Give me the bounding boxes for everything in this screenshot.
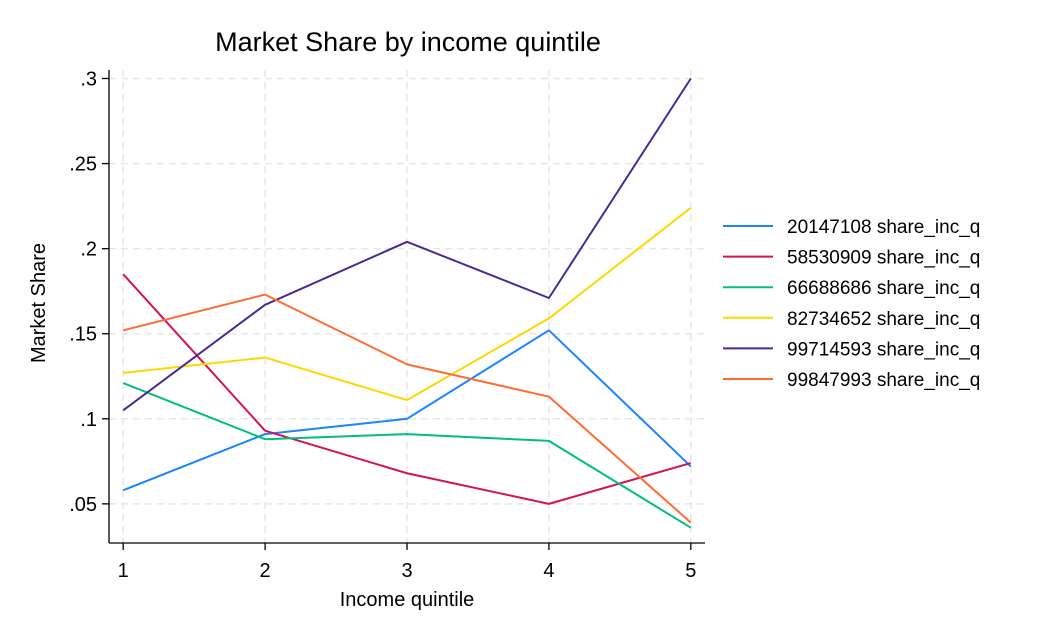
chart-title: Market Share by income quintile [215,27,601,57]
x-tick-label: 4 [543,560,554,582]
y-tick-label: .3 [80,69,97,91]
series-line-4 [123,207,692,402]
x-tick-label: 2 [260,560,271,582]
y-tick-label: .2 [80,239,97,261]
legend-label: 20147108 share_inc_q [787,217,980,238]
y-axis-title: Market Share [28,243,50,363]
x-tick-label: 1 [118,560,129,582]
series-line-1 [122,329,692,492]
legend-label: 82734652 share_inc_q [787,309,980,330]
series-lines [122,77,692,529]
legend-label: 66688686 share_inc_q [787,278,980,299]
legend-label: 99847993 share_inc_q [787,370,980,391]
series-line-6 [122,293,692,524]
series-line-5 [122,77,692,412]
legend: 20147108 share_inc_q 58530909 share_inc_q… [723,217,980,391]
y-tick-label: .15 [69,324,97,346]
gridlines [109,70,705,543]
y-tick-label: .05 [69,494,97,516]
legend-label: 58530909 share_inc_q [787,248,980,269]
y-tick-label: .1 [80,409,97,431]
x-tick-label: 3 [401,560,412,582]
axes: .05 .1 .15 .2 .25 .3 1 2 3 4 5 [69,69,705,582]
legend-label: 99714593 share_inc_q [787,339,980,360]
y-tick-label: .25 [69,154,97,176]
x-tick-label: 5 [685,560,696,582]
series-line-3 [122,382,692,529]
series-line-2 [122,273,692,505]
x-axis-title: Income quintile [340,589,475,611]
